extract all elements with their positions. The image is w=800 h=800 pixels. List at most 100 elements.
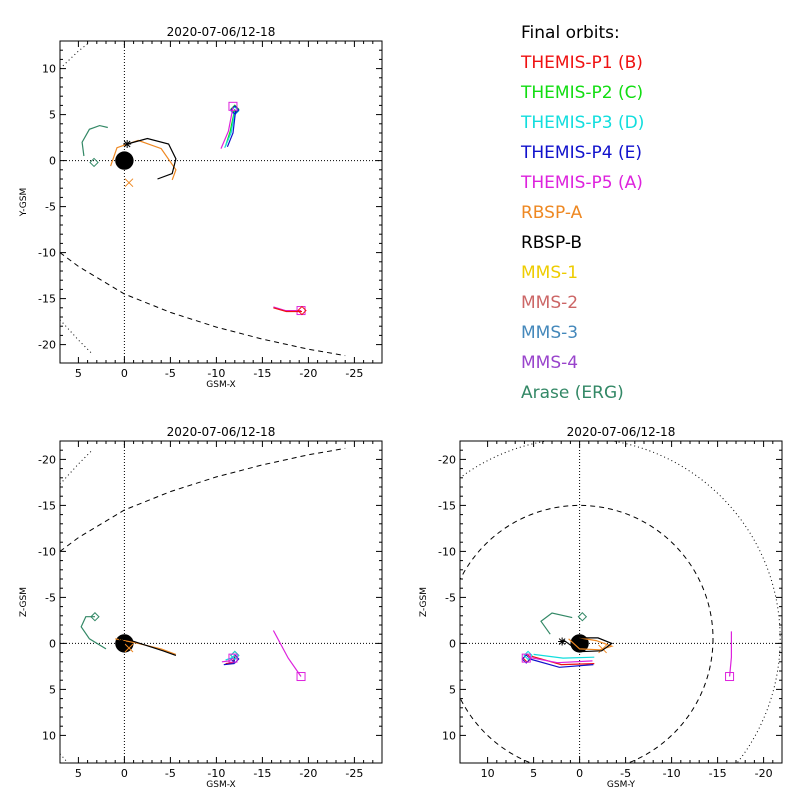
bow-shock-boundary <box>60 319 93 355</box>
orbit-rbsp-b-trace <box>562 637 614 653</box>
x-tick-label: 5 <box>530 767 537 780</box>
panel-xz-title: 2020-07-06/12-18 <box>167 425 276 439</box>
orbit-themis-p3-d-trace <box>533 653 595 659</box>
legend-item-mms-1: MMS-1 <box>521 263 579 283</box>
legend-item-themis-p5: THEMIS-P5 (A) <box>521 173 643 193</box>
panel-xz-frame <box>59 440 383 764</box>
x-tick-label: -15 <box>253 767 271 780</box>
orbit-themis-p4-e-trace <box>226 109 237 148</box>
magnetopause-boundary <box>460 504 714 763</box>
orbit-arase-erg-marker <box>90 612 100 622</box>
y-tick-label: -15 <box>38 293 56 306</box>
earth-marker <box>115 151 134 170</box>
x-tick-label: 10 <box>481 767 495 780</box>
x-tick-label: -25 <box>345 767 363 780</box>
orbit-arase-erg-trace <box>81 124 108 157</box>
magnetopause-boundary <box>60 252 346 357</box>
orbit-themis-p3-d-trace <box>224 111 236 148</box>
magnetopause-boundary <box>60 447 346 552</box>
legend: Final orbits: THEMIS-P1 (B) THEMIS-P2 (C… <box>521 18 644 408</box>
legend-item-mms-3: MMS-3 <box>521 323 579 343</box>
orbit-themis-p5-a-marker <box>228 653 238 663</box>
orbit-themis-p5-a-marker <box>725 672 735 682</box>
x-tick-label: 5 <box>75 767 82 780</box>
y-tick-label: 10 <box>442 729 456 742</box>
x-tick-label: -20 <box>299 767 317 780</box>
panel-yz-frame <box>459 440 783 764</box>
orbit-themis-p3-d-trace <box>225 654 236 661</box>
x-tick-label: -10 <box>207 767 225 780</box>
y-tick-label: 0 <box>449 637 456 650</box>
orbit-themis-p5-a-trace <box>273 306 301 312</box>
orbit-rbsp-a-trace <box>110 139 177 181</box>
y-tick-label: -5 <box>45 201 56 214</box>
orbit-themis-p5-a-trace <box>527 656 593 664</box>
orbit-rbsp-b-trace <box>127 137 177 180</box>
x-tick-label: -10 <box>663 767 681 780</box>
orbit-rbsp-b-trace <box>122 637 177 656</box>
y-tick-label: 0 <box>49 155 56 168</box>
panel-yz-xlabel: GSM-Y <box>607 780 636 790</box>
y-tick-label: -15 <box>38 499 56 512</box>
x-tick-label: -20 <box>299 367 317 380</box>
orbit-rbsp-b-marker <box>123 140 132 149</box>
legend-item-rbsp-a: RBSP-A <box>521 203 583 223</box>
panel-xz: 2020-07-06/12-18 GSM-X Z-GSM 5 0 -5 -10 -15 -… <box>19 425 383 790</box>
x-tick-label: 0 <box>121 367 128 380</box>
y-tick-label: 0 <box>49 637 56 650</box>
y-tick-label: -20 <box>38 339 56 352</box>
legend-item-mms-2: MMS-2 <box>521 293 579 313</box>
orbit-rbsp-a-marker <box>598 644 607 654</box>
bow-shock-boundary <box>460 441 781 763</box>
y-tick-label: 10 <box>42 63 56 76</box>
legend-item-themis-p3: THEMIS-P3 (D) <box>521 113 645 133</box>
orbit-arase-erg-trace <box>80 616 107 650</box>
orbit-themis-p5-a-trace <box>729 631 732 677</box>
orbit-themis-p5-a-trace <box>272 630 302 677</box>
orbit-arase-erg-trace <box>540 612 573 635</box>
y-tick-label: -15 <box>438 499 456 512</box>
y-tick-label: -20 <box>38 453 56 466</box>
x-tick-label: -20 <box>755 767 773 780</box>
y-tick-label: 5 <box>49 109 56 122</box>
x-tick-label: -5 <box>165 367 176 380</box>
bow-shock-boundary <box>60 43 88 69</box>
legend-item-arase: Arase (ERG) <box>521 383 624 403</box>
orbit-rbsp-b-marker <box>558 637 567 646</box>
x-tick-label: -5 <box>165 767 176 780</box>
orbit-rbsp-a-marker <box>124 643 134 653</box>
y-tick-label: -10 <box>38 545 56 558</box>
legend-item-themis-p1: THEMIS-P1 (B) <box>521 53 643 73</box>
orbit-themis-p1-b-marker <box>297 305 307 316</box>
legend-item-rbsp-b: RBSP-B <box>521 233 583 253</box>
orbit-themis-p5-a-trace <box>220 107 234 149</box>
panel-yz: 2020-07-06/12-18 GSM-Y Z-GSM 10 5 0 -5 -10 -1… <box>419 425 783 790</box>
panel-xz-ylabel: Z-GSM <box>19 587 29 617</box>
y-tick-label: -10 <box>438 545 456 558</box>
x-tick-label: 0 <box>576 767 583 780</box>
y-tick-label: 5 <box>49 683 56 696</box>
orbit-themis-p5-a-marker <box>296 306 306 316</box>
x-tick-label: -5 <box>620 767 631 780</box>
y-tick-label: 10 <box>42 729 56 742</box>
orbit-themis-p4-e-trace <box>529 658 594 668</box>
orbit-rbsp-a-marker <box>124 178 134 188</box>
panel-xy-ylabel: Y-GSM <box>19 188 29 217</box>
panel-yz-ylabel: Z-GSM <box>419 587 429 617</box>
panel-xy-xlabel: GSM-X <box>206 380 235 390</box>
x-tick-label: -10 <box>207 367 225 380</box>
panel-xz-xlabel: GSM-X <box>206 780 235 790</box>
x-tick-label: 5 <box>75 367 82 380</box>
y-tick-label: 5 <box>449 683 456 696</box>
orbit-themis-p5-a-marker <box>228 101 238 111</box>
legend-title: Final orbits: <box>521 23 620 43</box>
orbit-themis-p1-b-trace <box>273 307 302 313</box>
panel-yz-title: 2020-07-06/12-18 <box>567 425 676 439</box>
x-tick-label: -25 <box>345 367 363 380</box>
panel-xy: 2020-07-06/12-18 GSM-X Y-GSM 5 0 -5 -10 -15 -… <box>19 25 383 390</box>
orbit-themis-p5-a-marker <box>296 672 306 682</box>
panel-xy-frame <box>59 40 383 364</box>
x-tick-label: 0 <box>121 767 128 780</box>
y-tick-label: -5 <box>445 591 456 604</box>
